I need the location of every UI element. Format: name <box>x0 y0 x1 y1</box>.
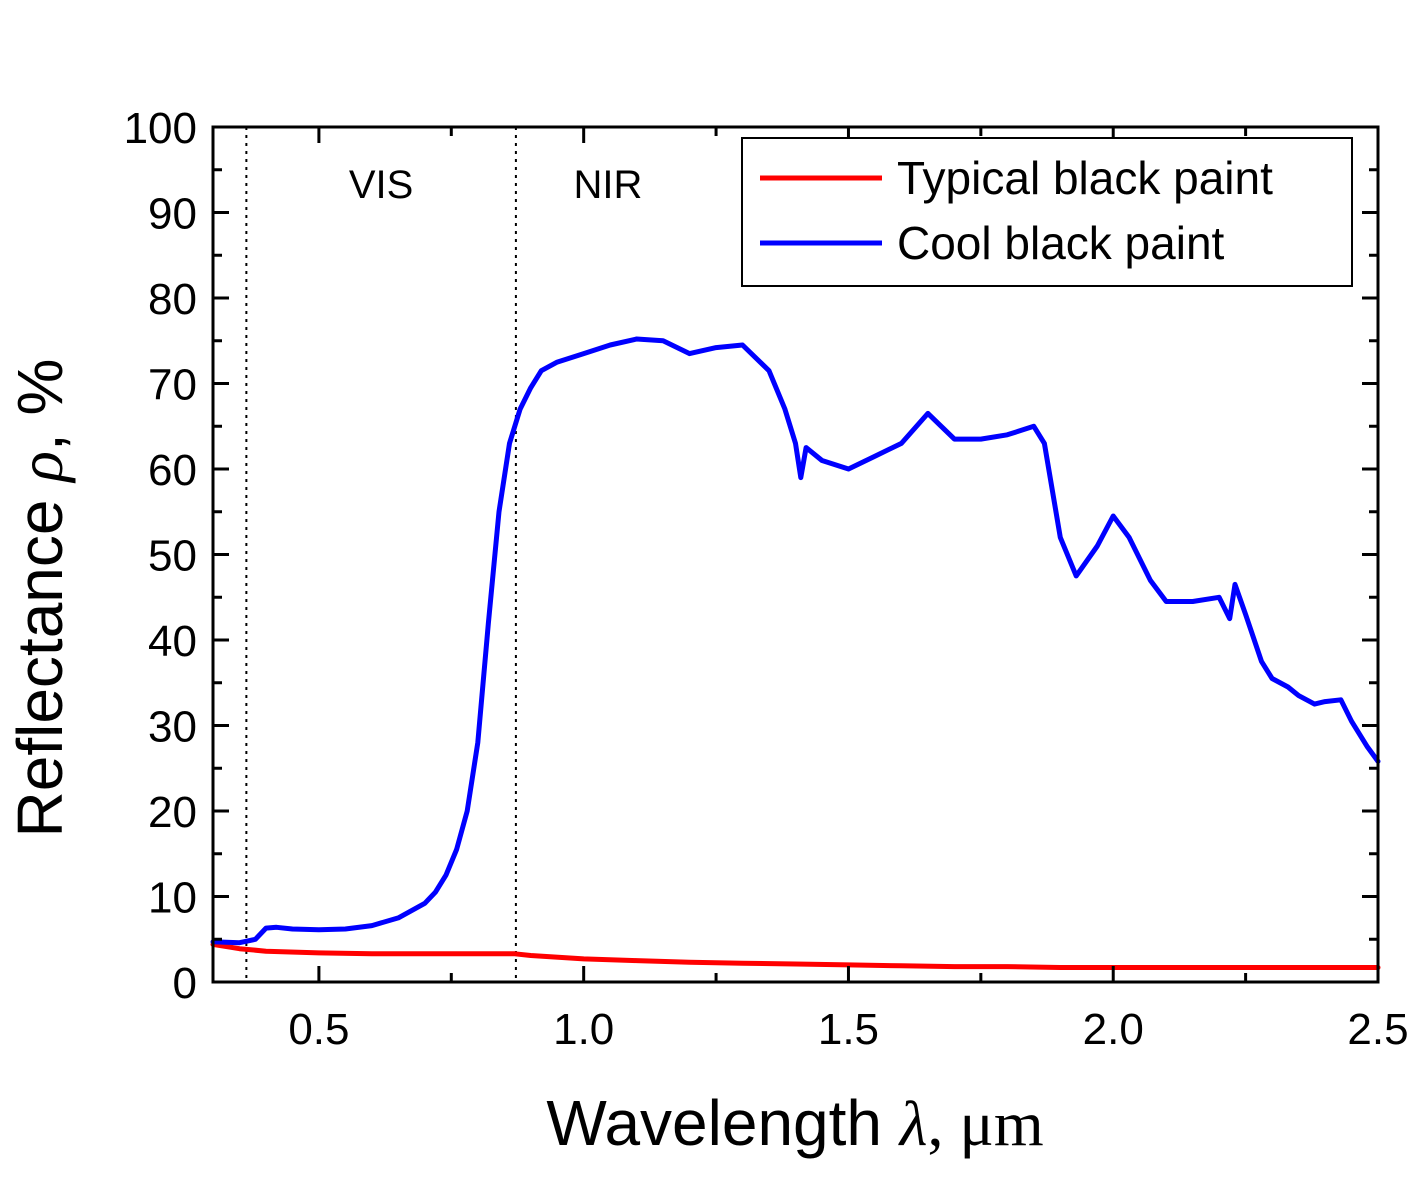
x-tick-label: 1.5 <box>818 1005 879 1054</box>
y-tick-label: 80 <box>148 275 197 324</box>
x-tick-label: 2.5 <box>1347 1005 1408 1054</box>
y-tick-label: 50 <box>148 532 197 581</box>
y-tick-label: 30 <box>148 703 197 752</box>
series-layer <box>210 336 1381 970</box>
legend: Typical black paint Cool black paint <box>741 137 1353 287</box>
legend-label-typical-black-paint: Typical black paint <box>897 152 1273 204</box>
legend-label-cool-black-paint: Cool black paint <box>897 217 1225 269</box>
y-tick-label: 40 <box>148 617 197 666</box>
y-tick-label: 0 <box>173 959 197 1008</box>
spectral-regions: VIS NIR <box>245 127 642 982</box>
y-tick-label: 10 <box>148 874 197 923</box>
axes: 0 10 20 30 40 50 60 70 80 90 100 0.5 1.0 1.5 2.0 2.5 <box>124 104 1409 1054</box>
region-label-vis: VIS <box>349 163 413 207</box>
x-tick-label: 0.5 <box>288 1005 349 1054</box>
x-tick-label: 2.0 <box>1083 1005 1144 1054</box>
y-axis-title: Reflectance ρ, % <box>4 359 76 838</box>
x-axis-title: Wavelength λ, μm <box>546 1087 1043 1159</box>
series-line-typical-black-paint <box>210 941 1381 970</box>
y-tick-label: 100 <box>124 104 197 153</box>
series-line-cool-black-paint <box>210 336 1381 946</box>
y-tick-label: 90 <box>148 190 197 239</box>
legend-box <box>741 137 1353 287</box>
y-tick-label: 60 <box>148 446 197 495</box>
y-tick-label: 20 <box>148 788 197 837</box>
x-tick-label: 1.0 <box>553 1005 614 1054</box>
y-tick-label: 70 <box>148 361 197 410</box>
region-label-nir: NIR <box>573 163 642 207</box>
